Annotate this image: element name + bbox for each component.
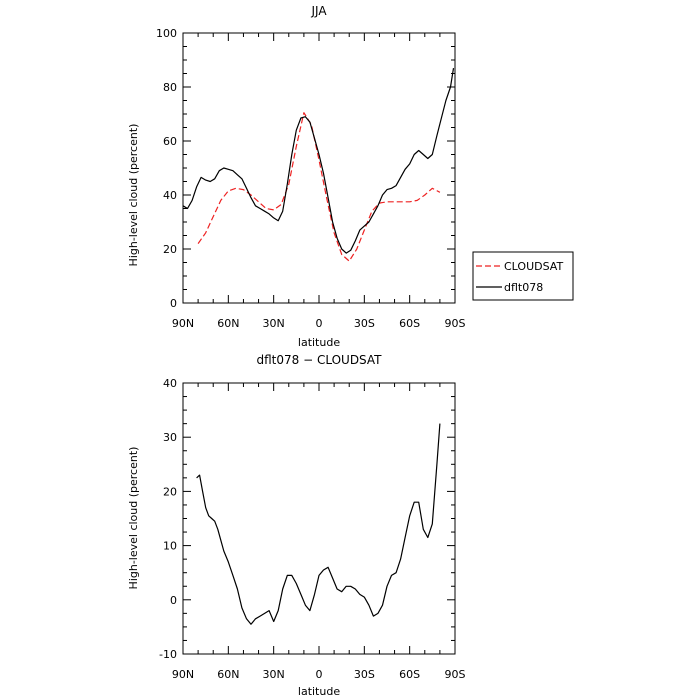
top-chart-x-tick-label: 90N [172,317,194,330]
bottom-chart: dflt078 − CLOUDSAT High-level cloud (per… [127,353,466,698]
bottom-chart-y-tick-label: 0 [170,594,177,607]
bottom-chart-x-tick-label: 60S [399,668,420,681]
bottom-chart-y-tick-label: 10 [163,540,177,553]
top-chart-x-tick-label: 90S [445,317,466,330]
bottom-chart-y-tick-label: 30 [163,431,177,444]
top-chart-x-tick-label: 60N [217,317,239,330]
bottom-chart-x-tick-label: 30N [263,668,285,681]
top-chart-x-tick-label: 30S [354,317,375,330]
top-chart-series [182,68,455,262]
bottom-chart-x-tick-label: 90S [445,668,466,681]
bottom-chart-y-tick-label: -10 [159,648,177,661]
top-chart-y-tick-label: 20 [163,243,177,256]
bottom-chart-x-tick-label: 30S [354,668,375,681]
top-chart-series-cloudsat [197,112,441,262]
bottom-chart-title: dflt078 − CLOUDSAT [256,353,382,367]
top-chart-x-tick-label: 0 [316,317,323,330]
top-chart-frame [182,32,456,304]
top-chart-y-tick-label: 40 [163,189,177,202]
bottom-chart-y-tick-label: 20 [163,485,177,498]
bottom-chart-series [196,423,441,625]
top-chart-y-tick-label: 0 [170,297,177,310]
bottom-chart-x-axis-label: latitude [298,685,340,698]
bottom-chart-y-tick-label: 40 [163,377,177,390]
legend-label-dflt078: dflt078 [504,281,543,294]
top-chart-x-tick-label: 60S [399,317,420,330]
bottom-chart-x-tick-label: 60N [217,668,239,681]
top-chart-y-tick-label: 100 [156,27,177,40]
top-chart-title: JJA [310,4,327,18]
bottom-chart-tick-labels: 90N 60N 30N 0 30S 60S 90S -10 0 10 20 30 40 [159,377,465,681]
bottom-chart-y-axis-label: High-level cloud (percent) [127,447,140,590]
legend-label-cloudsat: CLOUDSAT [504,260,563,273]
top-chart-y-tick-label: 60 [163,135,177,148]
top-chart-series-dflt078 [182,68,455,254]
legend-box [472,251,574,301]
top-chart-y-tick-label: 80 [163,81,177,94]
top-chart: JJA High-level cloud (percent) latitude … [127,4,466,349]
bottom-chart-x-tick-label: 0 [316,668,323,681]
top-chart-x-axis-label: latitude [298,336,340,349]
bottom-chart-ticks [182,382,456,655]
top-chart-y-axis-label: High-level cloud (percent) [127,124,140,267]
bottom-chart-series-line-0 [196,423,441,625]
bottom-chart-x-tick-label: 90N [172,668,194,681]
legend: CLOUDSAT dflt078 [472,251,574,301]
top-chart-tick-labels: 90N 60N 30N 0 30S 60S 90S 0 20 40 60 80 100 [156,27,466,330]
bottom-chart-frame [182,382,456,655]
top-chart-x-tick-label: 30N [263,317,285,330]
